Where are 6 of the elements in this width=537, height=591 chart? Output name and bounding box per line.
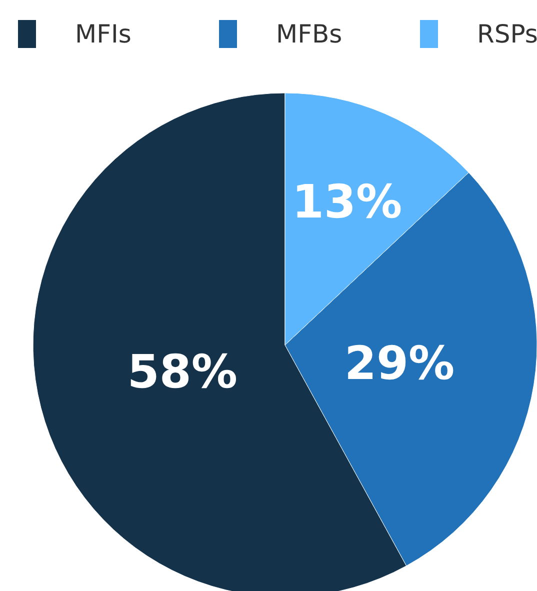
data-label: 13%	[292, 174, 402, 229]
legend-label: RSPs	[477, 20, 537, 48]
legend-label: MFIs	[75, 20, 132, 48]
legend-label: MFBs	[276, 20, 342, 48]
data-label: 29%	[344, 336, 455, 390]
data-label: 58%	[127, 344, 238, 398]
